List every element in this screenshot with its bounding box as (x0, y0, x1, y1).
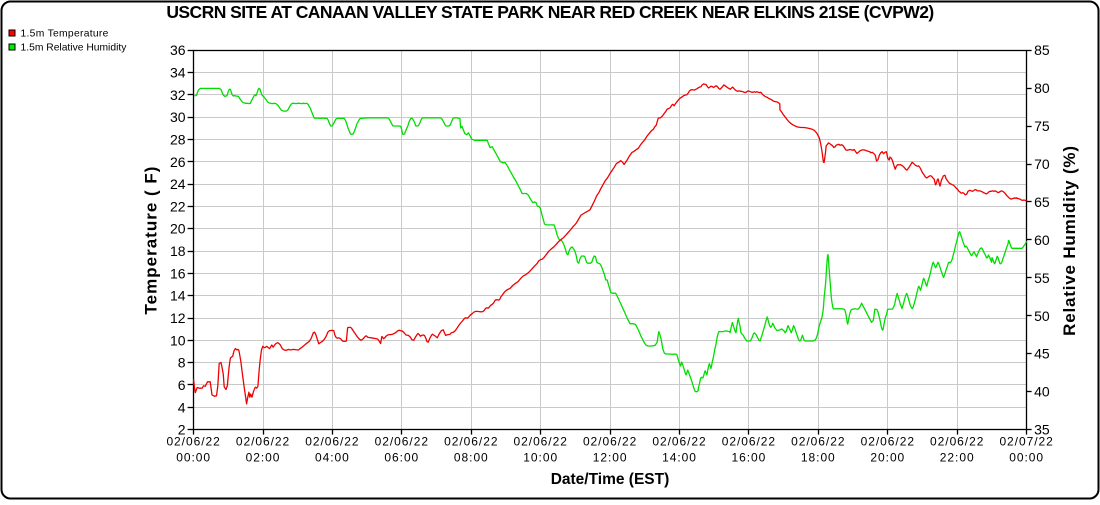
svg-text:02/06/22: 02/06/22 (444, 435, 498, 449)
svg-text:80: 80 (1034, 80, 1050, 96)
svg-text:60: 60 (1034, 232, 1050, 248)
svg-text:55: 55 (1034, 270, 1050, 286)
svg-text:08:00: 08:00 (454, 451, 489, 465)
svg-text:14:00: 14:00 (662, 451, 697, 465)
svg-text:02/06/22: 02/06/22 (514, 435, 568, 449)
svg-text:02/07/22: 02/07/22 (999, 435, 1053, 449)
svg-text:20:00: 20:00 (870, 451, 905, 465)
svg-text:24: 24 (170, 176, 186, 192)
svg-text:02/06/22: 02/06/22 (375, 435, 429, 449)
svg-text:02/06/22: 02/06/22 (791, 435, 845, 449)
svg-text:10: 10 (170, 332, 186, 348)
svg-text:1.5m Relative Humidity: 1.5m Relative Humidity (21, 43, 128, 54)
svg-text:40: 40 (1034, 384, 1050, 400)
svg-text:35: 35 (1034, 422, 1050, 438)
svg-text:50: 50 (1034, 308, 1050, 324)
svg-text:20: 20 (170, 221, 186, 237)
svg-text:2: 2 (178, 422, 186, 438)
svg-text:32: 32 (170, 87, 186, 103)
svg-text:10:00: 10:00 (523, 451, 558, 465)
svg-text:02/06/22: 02/06/22 (305, 435, 359, 449)
svg-text:75: 75 (1034, 118, 1050, 134)
svg-text:14: 14 (170, 288, 186, 304)
svg-text:70: 70 (1034, 156, 1050, 172)
svg-text:8: 8 (178, 355, 186, 371)
svg-text:22: 22 (170, 198, 186, 214)
svg-text:65: 65 (1034, 194, 1050, 210)
svg-text:18: 18 (170, 243, 186, 259)
svg-text:02:00: 02:00 (246, 451, 281, 465)
svg-text:02/06/22: 02/06/22 (166, 435, 220, 449)
svg-text:45: 45 (1034, 346, 1050, 362)
svg-text:12: 12 (170, 310, 186, 326)
svg-text:02/06/22: 02/06/22 (930, 435, 984, 449)
svg-text:1.5m Temperature: 1.5m Temperature (21, 29, 109, 40)
svg-text:36: 36 (170, 42, 186, 58)
svg-text:02/06/22: 02/06/22 (652, 435, 706, 449)
svg-text:26: 26 (170, 154, 186, 170)
svg-text:Temperature ( F): Temperature ( F) (142, 166, 161, 315)
svg-text:30: 30 (170, 109, 186, 125)
svg-text:04:00: 04:00 (315, 451, 350, 465)
svg-text:Date/Time (EST): Date/Time (EST) (551, 471, 670, 488)
svg-text:02/06/22: 02/06/22 (722, 435, 776, 449)
svg-text:02/06/22: 02/06/22 (583, 435, 637, 449)
svg-text:12:00: 12:00 (593, 451, 628, 465)
svg-text:6: 6 (178, 377, 186, 393)
svg-text:4: 4 (178, 399, 186, 415)
svg-text:06:00: 06:00 (384, 451, 419, 465)
svg-text:16: 16 (170, 265, 186, 281)
svg-text:USCRN SITE AT CANAAN VALLEY ST: USCRN SITE AT CANAAN VALLEY STATE PARK N… (166, 2, 933, 22)
svg-text:00:00: 00:00 (176, 451, 211, 465)
svg-text:16:00: 16:00 (732, 451, 767, 465)
svg-text:22:00: 22:00 (940, 451, 975, 465)
svg-text:18:00: 18:00 (801, 451, 836, 465)
svg-text:02/06/22: 02/06/22 (236, 435, 290, 449)
svg-text:00:00: 00:00 (1009, 451, 1044, 465)
svg-text:28: 28 (170, 132, 186, 148)
svg-text:02/06/22: 02/06/22 (861, 435, 915, 449)
svg-text:85: 85 (1034, 42, 1050, 58)
svg-text:Relative Humidity (%): Relative Humidity (%) (1060, 145, 1079, 336)
svg-text:34: 34 (170, 65, 186, 81)
